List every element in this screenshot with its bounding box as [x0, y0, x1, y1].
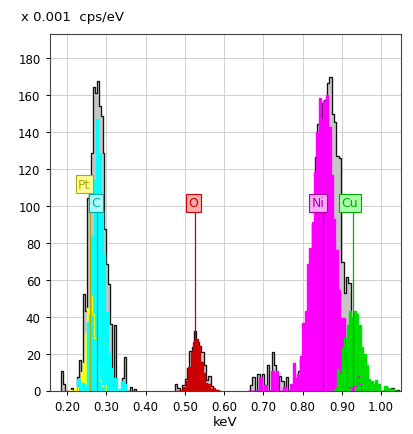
Polygon shape — [175, 331, 220, 391]
Polygon shape — [248, 78, 399, 391]
Text: Pt: Pt — [78, 178, 90, 191]
X-axis label: keV: keV — [213, 415, 237, 428]
Polygon shape — [176, 339, 219, 391]
Text: x 0.001  cps/eV: x 0.001 cps/eV — [21, 11, 124, 24]
Polygon shape — [61, 82, 136, 391]
Text: Ni: Ni — [312, 197, 325, 210]
Polygon shape — [248, 95, 361, 391]
Polygon shape — [330, 311, 399, 391]
Polygon shape — [75, 119, 126, 391]
Text: C: C — [92, 197, 100, 210]
Polygon shape — [69, 296, 110, 391]
Text: Cu: Cu — [342, 197, 358, 210]
Text: O: O — [188, 197, 198, 210]
